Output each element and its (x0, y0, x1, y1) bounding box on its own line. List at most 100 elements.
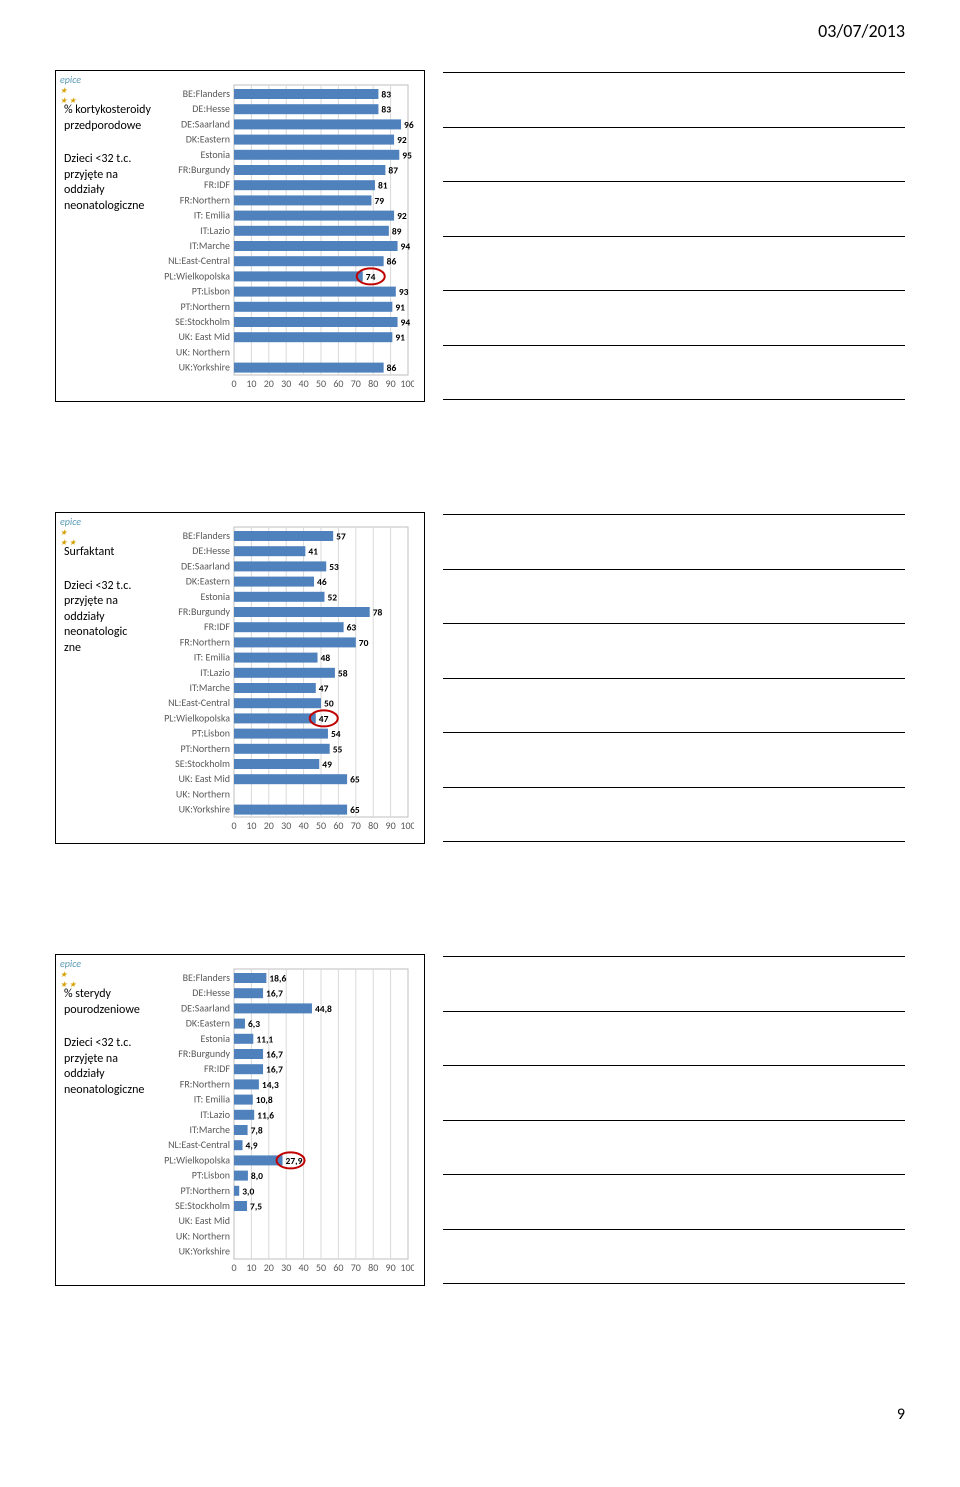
chart-subtitle: Dzieci <32 t.c.przyjęte naoddziałyneonat… (64, 1036, 156, 1098)
bar-value-label: 86 (387, 362, 397, 374)
bar (234, 744, 330, 754)
bar-value-label: 14,3 (262, 1079, 279, 1091)
svg-text:40: 40 (299, 1261, 309, 1274)
bar-value-label: 78 (373, 607, 383, 619)
bar (234, 332, 392, 342)
svg-text:30: 30 (281, 377, 291, 390)
bar (234, 973, 266, 983)
bar (234, 1019, 245, 1029)
note-line (443, 569, 905, 570)
svg-text:70: 70 (351, 819, 361, 832)
svg-text:FR:Northern: FR:Northern (180, 193, 230, 206)
bar-value-label: 91 (395, 301, 405, 313)
svg-text:100: 100 (400, 1261, 414, 1274)
bar-value-label: 27,9 (286, 1155, 303, 1167)
epice-logo: epice★★ ★ (60, 75, 81, 105)
bar-value-label: 4,9 (246, 1140, 258, 1152)
svg-text:80: 80 (368, 1261, 378, 1274)
bar (234, 668, 335, 678)
bar (234, 363, 384, 373)
bar-value-label: 81 (378, 180, 388, 192)
bar-value-label: 92 (397, 134, 407, 146)
note-line (443, 1065, 905, 1066)
bar-value-label: 50 (324, 698, 334, 710)
bar-value-label: 92 (397, 210, 407, 222)
bar-value-label: 83 (381, 89, 391, 101)
bar-value-label: 83 (381, 104, 391, 116)
bar (234, 1201, 247, 1211)
svg-text:NL:East-Central: NL:East-Central (168, 1138, 230, 1151)
bar (234, 1034, 253, 1044)
svg-text:PT:Lisbon: PT:Lisbon (192, 285, 230, 298)
svg-text:80: 80 (368, 377, 378, 390)
svg-text:IT:Lazio: IT:Lazio (200, 1108, 230, 1121)
svg-text:90: 90 (386, 1261, 396, 1274)
bar (234, 1095, 253, 1105)
bar (234, 1064, 263, 1074)
chart-panel: epice★★ ★SurfaktantDzieci <32 t.c.przyję… (55, 512, 425, 844)
bar (234, 1186, 239, 1196)
bar (234, 561, 326, 571)
bar-value-label: 70 (359, 637, 369, 649)
note-line (443, 290, 905, 291)
svg-text:SE:Stockholm: SE:Stockholm (175, 1199, 230, 1212)
bar (234, 150, 399, 160)
bar-value-label: 57 (336, 531, 346, 543)
bar-value-label: 87 (388, 165, 398, 177)
svg-text:10: 10 (246, 377, 256, 390)
bar (234, 165, 385, 175)
bar (234, 1003, 312, 1013)
svg-text:IT:Marche: IT:Marche (189, 681, 230, 694)
svg-text:60: 60 (333, 819, 343, 832)
bar (234, 1049, 263, 1059)
bar-value-label: 54 (331, 728, 341, 740)
bar (234, 256, 384, 266)
bar-value-label: 79 (374, 195, 384, 207)
svg-text:SE:Stockholm: SE:Stockholm (175, 315, 230, 328)
note-line (443, 732, 905, 733)
bar-value-label: 65 (350, 774, 360, 786)
bar-value-label: 94 (401, 317, 411, 329)
bar-value-label: 96 (404, 119, 414, 131)
bar-value-label: 11,1 (256, 1033, 273, 1045)
note-line (443, 236, 905, 237)
note-line (443, 787, 905, 788)
svg-text:UK: Northern: UK: Northern (176, 787, 230, 800)
bar (234, 531, 333, 541)
bar-value-label: 18,6 (269, 973, 286, 985)
svg-text:DK:Eastern: DK:Eastern (186, 575, 230, 588)
bar-value-label: 7,5 (250, 1201, 262, 1213)
svg-text:DE:Hesse: DE:Hesse (192, 102, 230, 115)
svg-text:Estonia: Estonia (200, 1032, 230, 1045)
bar (234, 774, 347, 784)
svg-text:PT:Northern: PT:Northern (180, 300, 230, 313)
note-line (443, 1120, 905, 1121)
bar-value-label: 58 (338, 667, 348, 679)
svg-text:IT:Marche: IT:Marche (189, 1123, 230, 1136)
svg-text:FR:Burgundy: FR:Burgundy (178, 605, 230, 618)
svg-text:IT: Emilia: IT: Emilia (194, 209, 230, 222)
svg-text:PL:Wielkopolska: PL:Wielkopolska (164, 269, 230, 282)
svg-text:FR:Burgundy: FR:Burgundy (178, 163, 230, 176)
bar (234, 577, 314, 587)
svg-text:UK:Yorkshire: UK:Yorkshire (179, 1245, 230, 1258)
svg-text:DE:Saarland: DE:Saarland (181, 559, 230, 572)
svg-text:UK: East Mid: UK: East Mid (178, 772, 230, 785)
date-header: 03/07/2013 (55, 20, 905, 42)
svg-text:60: 60 (333, 1261, 343, 1274)
note-line (443, 345, 905, 346)
bar (234, 180, 375, 190)
note-line (443, 623, 905, 624)
svg-text:UK:Yorkshire: UK:Yorkshire (179, 803, 230, 816)
bar (234, 637, 356, 647)
bar (234, 1110, 254, 1120)
bar-value-label: 74 (366, 271, 376, 283)
svg-text:PT:Northern: PT:Northern (180, 742, 230, 755)
svg-text:UK: Northern: UK: Northern (176, 1229, 230, 1242)
svg-text:DE:Hesse: DE:Hesse (192, 986, 230, 999)
chart-title: Surfaktant (64, 545, 156, 561)
chart-title-column: % sterydypourodzenioweDzieci <32 t.c.prz… (64, 965, 156, 1279)
bar (234, 1140, 243, 1150)
bar-value-label: 11,6 (257, 1109, 274, 1121)
bar-value-label: 53 (329, 561, 339, 573)
